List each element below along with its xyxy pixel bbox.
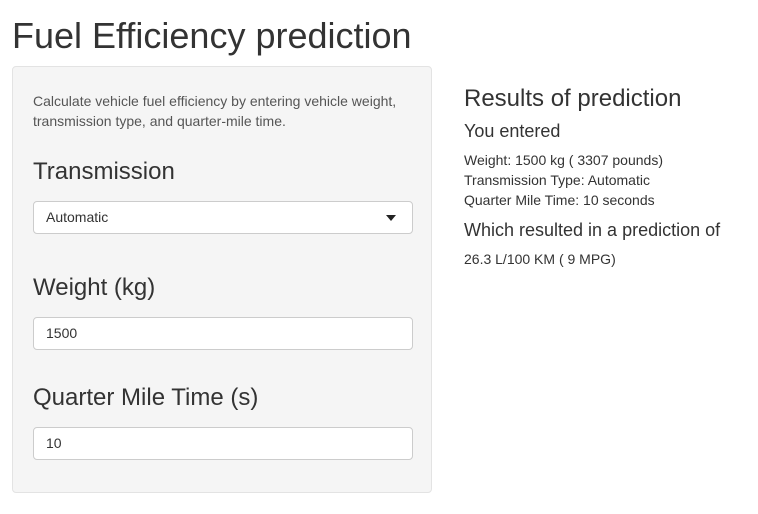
quarter-mile-result-line: Quarter Mile Time: 10 seconds [464,192,655,208]
caret-down-icon [386,215,396,221]
weight-input[interactable]: 1500 [33,317,413,350]
transmission-result-line: Transmission Type: Automatic [464,172,650,188]
weight-label: Weight (kg) [33,274,156,301]
prediction-heading: Which resulted in a prediction of [464,220,721,240]
prediction-value: 26.3 L/100 KM ( 9 MPG) [464,251,616,267]
weight-input-value: 1500 [46,325,78,341]
transmission-select[interactable]: Automatic [33,201,413,234]
results-heading: Results of prediction [464,85,682,112]
description-text: Calculate vehicle fuel efficiency by ent… [33,93,397,129]
transmission-selected-value: Automatic [46,209,109,225]
quarter-mile-label: Quarter Mile Time (s) [33,384,259,411]
weight-result-line: Weight: 1500 kg ( 3307 pounds) [464,152,663,168]
quarter-mile-input-value: 10 [46,435,62,451]
page-title: Fuel Efficiency prediction [12,15,412,56]
quarter-mile-input[interactable]: 10 [33,427,413,460]
transmission-label: Transmission [33,158,175,185]
you-entered-heading: You entered [464,121,561,141]
input-panel: Calculate vehicle fuel efficiency by ent… [12,66,432,493]
